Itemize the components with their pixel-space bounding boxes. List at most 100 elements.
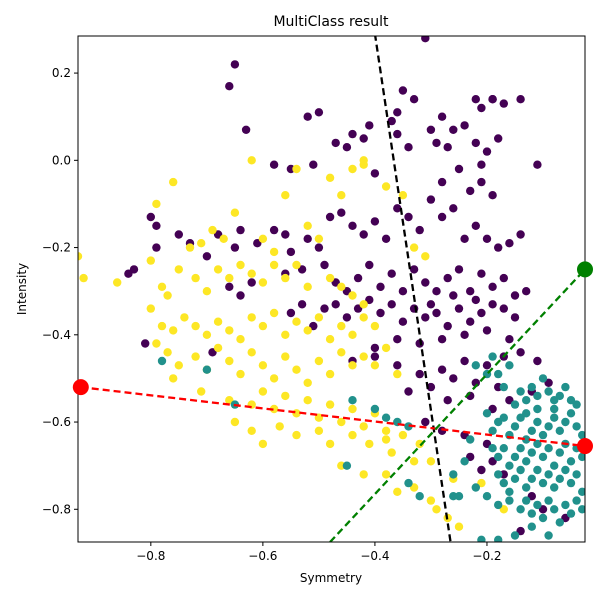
data-point [286, 308, 296, 318]
data-point [471, 295, 480, 305]
data-point [297, 300, 307, 309]
data-point [191, 321, 200, 331]
y-tick-label: 0.2 [52, 66, 71, 80]
data-point [303, 112, 312, 121]
data-point [303, 234, 312, 243]
data-point [409, 265, 419, 274]
data-point [505, 461, 514, 470]
data-point [381, 413, 391, 422]
data-point [426, 125, 436, 134]
data-point [426, 195, 436, 204]
data-point [516, 444, 525, 453]
data-point [566, 478, 576, 488]
data-point [516, 505, 525, 514]
data-point [510, 474, 520, 483]
data-point [533, 160, 542, 169]
data-point [236, 260, 245, 270]
data-point [157, 356, 167, 366]
data-point [314, 108, 324, 117]
data-point [527, 474, 536, 483]
data-point [482, 234, 492, 243]
data-point [258, 439, 268, 449]
data-point [376, 282, 385, 291]
data-point [421, 417, 430, 427]
data-point [241, 125, 251, 134]
data-point [258, 361, 268, 370]
data-point [381, 343, 391, 353]
data-point [454, 164, 464, 174]
data-point [460, 121, 469, 130]
data-point [505, 239, 514, 248]
data-point [404, 478, 413, 488]
data-point [342, 461, 352, 470]
data-point [381, 234, 391, 243]
line-endpoint-marker [577, 438, 593, 455]
data-point [325, 400, 335, 409]
data-point [236, 291, 245, 300]
data-point [269, 374, 279, 383]
x-tick-label: −0.8 [136, 549, 165, 563]
data-point [527, 426, 536, 435]
data-point [202, 365, 212, 374]
boundary-line-green [329, 268, 585, 542]
y-tick-label: −0.4 [42, 328, 71, 342]
data-point [331, 300, 340, 309]
data-point [337, 348, 346, 357]
data-point [387, 269, 396, 278]
data-point [499, 444, 508, 453]
data-point [230, 417, 240, 427]
data-point [482, 492, 492, 501]
data-point [348, 291, 357, 300]
data-point [550, 461, 559, 470]
data-point [325, 212, 335, 222]
data-point [370, 352, 380, 361]
data-point [325, 273, 335, 283]
data-point [225, 356, 234, 366]
data-point [477, 160, 486, 169]
data-point [510, 313, 520, 322]
data-point [578, 430, 585, 440]
line-endpoint-marker [577, 261, 593, 278]
data-point [471, 483, 480, 492]
data-point [421, 36, 430, 43]
data-point [404, 387, 413, 396]
data-point [359, 470, 368, 479]
x-tick-label: −0.2 [472, 549, 501, 563]
data-point [443, 273, 452, 283]
data-point [561, 417, 570, 427]
data-point [555, 448, 564, 457]
data-point [314, 426, 324, 435]
data-point [499, 304, 508, 313]
data-point [387, 300, 396, 309]
data-point [522, 409, 531, 418]
data-point [393, 361, 402, 370]
data-point [510, 422, 520, 431]
data-point [538, 478, 548, 488]
data-point [454, 522, 464, 531]
data-point [471, 361, 480, 370]
data-point [544, 444, 553, 453]
data-point [516, 465, 525, 475]
data-point [174, 230, 183, 239]
data-point [247, 348, 256, 357]
data-point [337, 282, 346, 291]
data-point [426, 382, 436, 392]
data-point [370, 321, 380, 331]
data-point [477, 177, 486, 187]
data-point [325, 173, 335, 182]
data-point [213, 343, 223, 353]
data-point [365, 121, 374, 130]
data-point [314, 313, 324, 322]
data-point [320, 304, 329, 313]
data-point [359, 352, 368, 361]
x-axis-label: Symmetry [300, 571, 362, 585]
data-point [471, 138, 480, 148]
data-point [477, 103, 486, 113]
data-point [527, 509, 536, 518]
y-axis: −0.8 −0.6 −0.4 −0.2 0.0 0.2 [42, 66, 78, 516]
data-point [269, 160, 279, 169]
y-axis-label: Intensity [15, 263, 29, 315]
data-point [538, 513, 548, 523]
data-point [477, 269, 486, 278]
data-point [437, 212, 447, 222]
